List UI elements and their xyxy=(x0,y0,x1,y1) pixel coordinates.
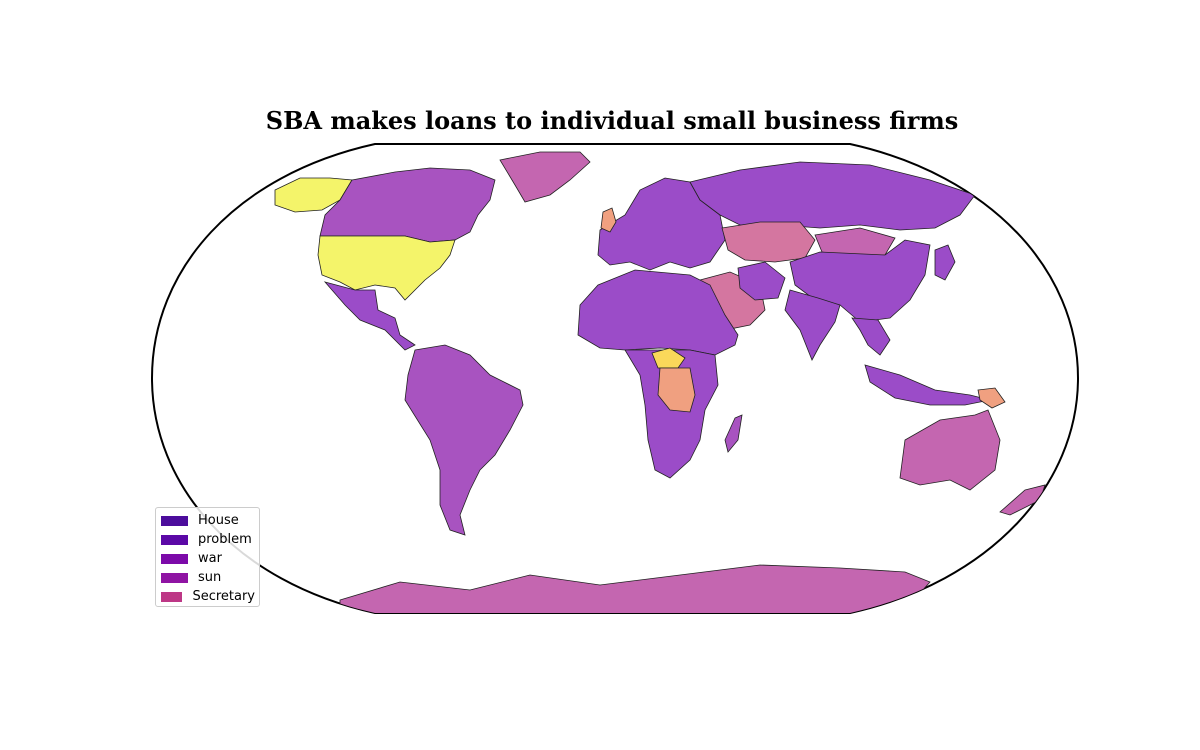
region-antarctica xyxy=(339,564,931,613)
region-car xyxy=(651,347,686,369)
map-legend: House problem war sun Secretary xyxy=(155,507,260,607)
legend-swatch xyxy=(161,591,183,602)
region-new-zealand xyxy=(999,484,1046,516)
region-africa-south xyxy=(624,349,719,479)
region-greenland xyxy=(499,151,591,203)
region-png xyxy=(977,387,1006,409)
legend-item: sun xyxy=(160,568,255,587)
map-title: SBA makes loans to individual small busi… xyxy=(265,106,959,135)
legend-label: war xyxy=(198,551,222,566)
legend-label: Secretary xyxy=(192,589,255,604)
region-iran xyxy=(737,261,786,301)
region-south-america xyxy=(404,344,524,536)
region-india xyxy=(784,289,841,361)
legend-item: war xyxy=(160,549,255,568)
region-mexico xyxy=(323,281,416,351)
legend-swatch xyxy=(161,572,188,583)
legend-label: House xyxy=(198,513,239,528)
region-europe xyxy=(597,177,726,271)
region-indonesia xyxy=(864,364,991,406)
legend-swatch xyxy=(161,534,188,545)
region-canada xyxy=(319,167,496,243)
land-layer xyxy=(274,151,1046,613)
region-australia xyxy=(899,409,1001,491)
region-russia xyxy=(689,161,976,231)
legend-item: Secretary xyxy=(160,587,255,606)
legend-item: House xyxy=(160,511,255,530)
legend-item: problem xyxy=(160,530,255,549)
legend-label: sun xyxy=(198,570,222,585)
region-madagascar xyxy=(724,414,743,453)
region-drc xyxy=(657,367,696,413)
legend-swatch xyxy=(161,553,188,564)
region-japan xyxy=(934,244,956,281)
legend-swatch xyxy=(161,515,188,526)
region-se-asia xyxy=(851,317,891,356)
region-usa xyxy=(317,235,456,301)
region-uk xyxy=(600,207,617,233)
legend-label: problem xyxy=(198,532,252,547)
